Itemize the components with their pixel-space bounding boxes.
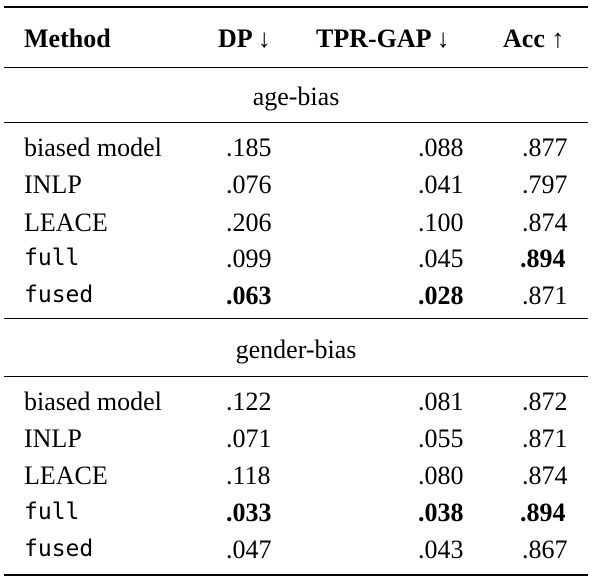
row-method: LEACE — [24, 208, 108, 237]
row-dp: .118 — [226, 461, 271, 490]
header-dp: DP ↓ — [218, 24, 271, 53]
row-tpr: .028 — [418, 281, 464, 310]
row-dp: .122 — [226, 387, 272, 416]
row-method: INLP — [24, 424, 82, 453]
section-rule — [4, 318, 588, 319]
row-method: fused — [24, 536, 94, 562]
section-title-age-bias: age-bias — [252, 82, 340, 111]
row-method: INLP — [24, 170, 82, 199]
row-dp: .099 — [226, 244, 272, 273]
row-tpr: .055 — [418, 424, 464, 453]
row-acc: .871 — [522, 424, 568, 453]
row-dp: .071 — [226, 424, 272, 453]
row-dp: .063 — [226, 281, 272, 310]
row-method: biased model — [24, 133, 162, 162]
row-tpr: .043 — [418, 535, 464, 564]
section-rule — [4, 376, 588, 377]
row-method: biased model — [24, 387, 162, 416]
row-tpr: .088 — [418, 133, 464, 162]
row-tpr: .080 — [418, 461, 464, 490]
row-acc: .894 — [520, 244, 566, 273]
row-dp: .185 — [226, 133, 272, 162]
header-tpr-gap: TPR-GAP ↓ — [316, 24, 450, 53]
bottom-rule — [4, 574, 588, 576]
header-acc: Acc ↑ — [503, 24, 565, 53]
row-tpr: .100 — [418, 208, 464, 237]
section-title-gender-bias: gender-bias — [235, 335, 357, 364]
row-acc: .871 — [522, 281, 568, 310]
row-dp: .033 — [226, 498, 272, 527]
row-method: fused — [24, 282, 94, 308]
header-method: Method — [24, 24, 111, 53]
row-acc: .872 — [522, 387, 568, 416]
row-acc: .877 — [522, 133, 568, 162]
row-dp: .047 — [226, 535, 272, 564]
row-dp: .206 — [226, 208, 272, 237]
row-tpr: .038 — [418, 498, 464, 527]
row-acc: .874 — [522, 208, 568, 237]
row-acc: .797 — [522, 170, 568, 199]
row-tpr: .081 — [418, 387, 464, 416]
header-rule — [4, 67, 588, 68]
top-rule — [4, 6, 588, 8]
row-method: full — [24, 245, 80, 271]
row-dp: .076 — [226, 170, 272, 199]
row-acc: .867 — [522, 535, 568, 564]
row-method: LEACE — [24, 461, 108, 490]
row-tpr: .045 — [418, 244, 464, 273]
row-tpr: .041 — [418, 170, 464, 199]
row-acc: .874 — [522, 461, 568, 490]
section-rule — [4, 122, 588, 123]
row-method: full — [24, 499, 80, 525]
row-acc: .894 — [520, 498, 566, 527]
